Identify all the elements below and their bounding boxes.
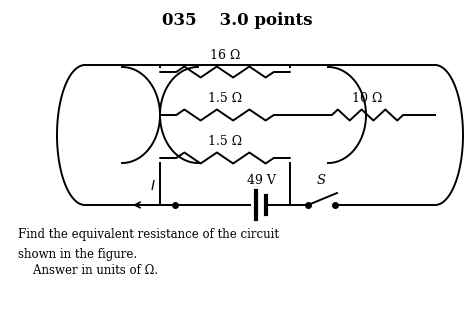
Text: S: S xyxy=(317,174,326,187)
Text: 035    3.0 points: 035 3.0 points xyxy=(162,12,312,29)
Text: shown in the figure.: shown in the figure. xyxy=(18,248,137,261)
Text: $I$: $I$ xyxy=(150,179,155,193)
Text: 49 V: 49 V xyxy=(246,174,275,187)
Text: Answer in units of Ω.: Answer in units of Ω. xyxy=(18,264,158,277)
Text: 1.5 Ω: 1.5 Ω xyxy=(208,135,242,148)
Text: 10 Ω: 10 Ω xyxy=(352,92,383,105)
Text: Find the equivalent resistance of the circuit: Find the equivalent resistance of the ci… xyxy=(18,228,279,241)
Text: 1.5 Ω: 1.5 Ω xyxy=(208,92,242,105)
Text: 16 Ω: 16 Ω xyxy=(210,49,240,62)
